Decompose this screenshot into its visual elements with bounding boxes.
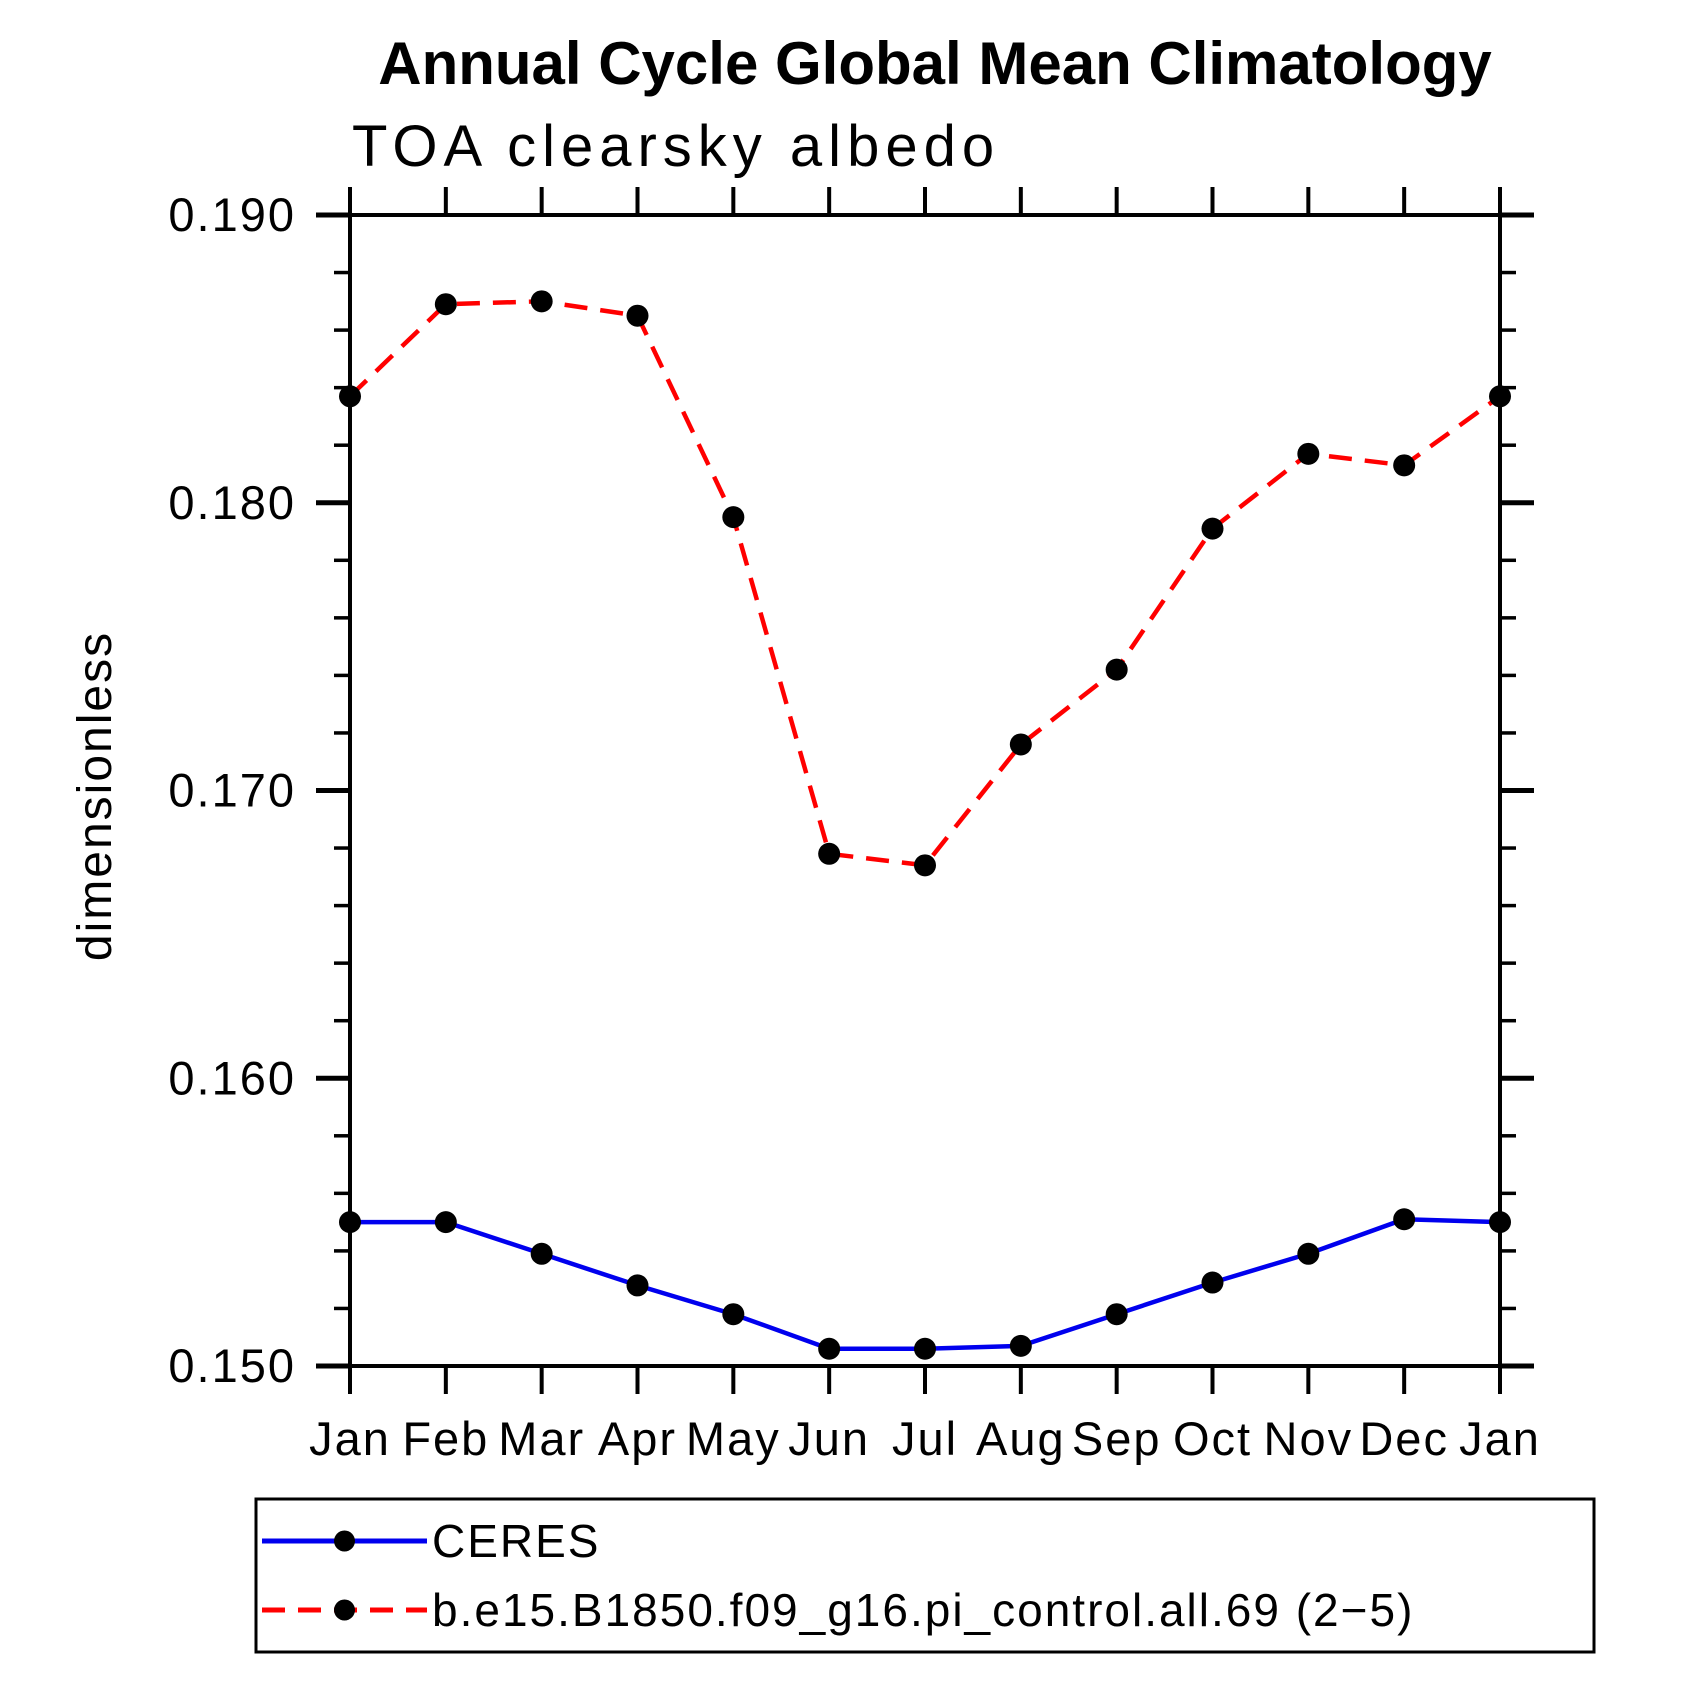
data-point (1201, 517, 1224, 540)
legend-marker-icon (334, 1599, 355, 1621)
data-point (434, 293, 457, 316)
data-point (1297, 1242, 1320, 1265)
x-tick-label: Aug (976, 1412, 1066, 1465)
legend: CERES b.e15.B1850.f09_g16.pi_control.all.… (254, 1497, 1596, 1654)
y-tick-label: 0.150 (168, 1339, 296, 1392)
x-tick-label: Dec (1359, 1412, 1449, 1465)
data-point (339, 385, 361, 408)
x-tick-label: Feb (402, 1412, 489, 1465)
plot-frame (348, 213, 1502, 1368)
x-tick-label: Sep (1072, 1412, 1162, 1465)
x-tick-label: Oct (1173, 1412, 1252, 1465)
data-point (626, 1274, 649, 1297)
data-point (1393, 1208, 1416, 1231)
y-tick-label: 0.190 (168, 188, 296, 241)
data-point (530, 1242, 553, 1265)
data-point (1489, 385, 1511, 408)
y-tick-label: 0.170 (168, 764, 296, 817)
data-point (722, 506, 745, 529)
chart-title: Annual Cycle Global Mean Climatology (378, 30, 1492, 97)
x-tick-label: Nov (1264, 1412, 1354, 1465)
data-point (914, 854, 936, 877)
data-point (722, 1303, 745, 1326)
data-point (530, 290, 553, 313)
data-point (626, 304, 649, 327)
x-tick-label: Jun (788, 1412, 870, 1465)
data-point (818, 842, 841, 865)
data-point (1105, 658, 1128, 681)
y-tick-label: 0.160 (168, 1051, 296, 1104)
data-point (818, 1337, 841, 1360)
data-point (1393, 454, 1416, 477)
data-point (339, 1211, 361, 1234)
plot-axes: Jan Feb Mar Apr May Jun Jul Aug Sep Oct Nov Dec Jan0… (168, 187, 1541, 1465)
plot-series (339, 290, 1511, 1360)
y-axis-label: dimensionless (69, 631, 122, 961)
data-point (1489, 1211, 1511, 1234)
x-tick-label: Jul (892, 1412, 958, 1465)
y-tick-label: 0.180 (168, 476, 296, 529)
data-point (1105, 1303, 1128, 1326)
data-point (1009, 1334, 1032, 1357)
chart-subtitle: TOA clearsky albedo (352, 114, 1000, 179)
x-tick-label: Apr (598, 1412, 677, 1465)
data-point (1297, 442, 1320, 465)
data-point (1201, 1271, 1224, 1294)
x-tick-label: May (686, 1412, 781, 1465)
legend-entry-label: CERES (432, 1515, 600, 1567)
x-tick-label: Jan (309, 1412, 391, 1465)
x-tick-label: Mar (498, 1412, 585, 1465)
legend-box (254, 1497, 1596, 1654)
series-line-model (348, 299, 1502, 868)
legend-entry-label: b.e15.B1850.f09_g16.pi_control.all.69 (2… (432, 1584, 1414, 1636)
data-point (1009, 733, 1032, 756)
legend-marker-icon (334, 1530, 355, 1552)
series-line-ceres (350, 1216, 1501, 1351)
data-point (914, 1337, 936, 1360)
data-point (434, 1211, 457, 1234)
x-tick-label: Jan (1459, 1412, 1541, 1465)
